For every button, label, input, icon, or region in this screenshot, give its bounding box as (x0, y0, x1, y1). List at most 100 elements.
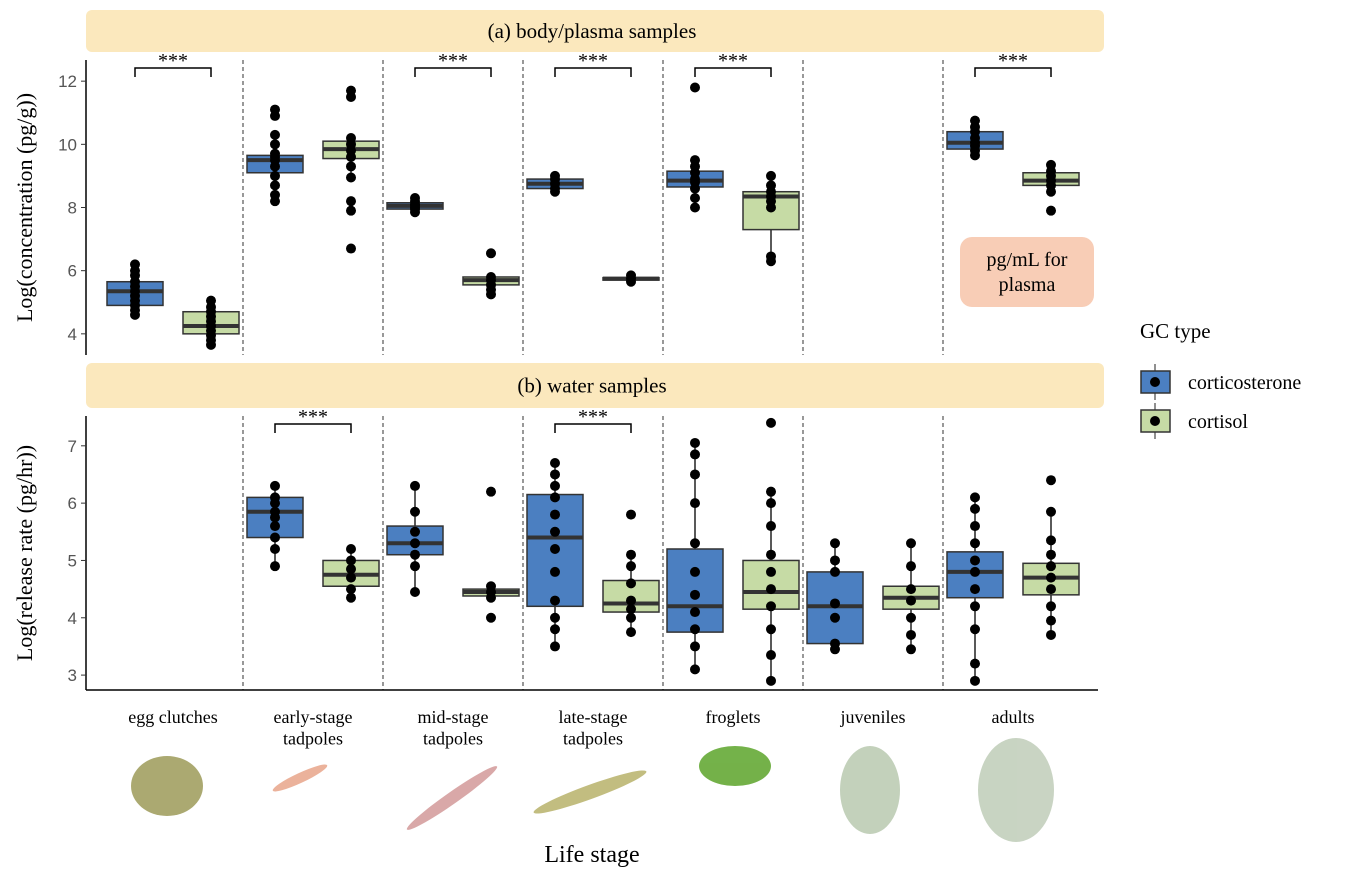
legend-point (1150, 416, 1160, 426)
point (970, 521, 980, 531)
point (550, 469, 560, 479)
y-tick-label: 6 (68, 494, 77, 513)
x-tick-label: froglets (706, 707, 761, 727)
point (1046, 535, 1056, 545)
significance-label: *** (298, 406, 328, 428)
point (346, 564, 356, 574)
point (410, 561, 420, 571)
point (690, 538, 700, 548)
point (970, 538, 980, 548)
point (550, 544, 560, 554)
chart: (a) body/plasma samples4681012Log(concen… (0, 0, 1352, 870)
point (270, 544, 280, 554)
egg-clutch-illustration (131, 756, 203, 816)
point (206, 296, 216, 306)
adult-illustration (978, 738, 1054, 842)
significance-label: *** (998, 50, 1028, 72)
point (346, 196, 356, 206)
point (550, 527, 560, 537)
point (130, 259, 140, 269)
point (410, 587, 420, 597)
y-tick-label: 7 (68, 437, 77, 456)
point (830, 538, 840, 548)
panel-title: (b) water samples (517, 374, 666, 398)
point (346, 161, 356, 171)
point (970, 584, 980, 594)
point (766, 251, 776, 261)
point (270, 492, 280, 502)
legend-title: GC type (1140, 319, 1211, 343)
point (970, 555, 980, 565)
point (766, 584, 776, 594)
significance-label: *** (438, 50, 468, 72)
juvenile-illustration (840, 746, 900, 834)
point (690, 193, 700, 203)
point (766, 624, 776, 634)
point (270, 521, 280, 531)
point (690, 641, 700, 651)
point (906, 613, 916, 623)
legend-label: cortisol (1188, 411, 1248, 433)
point (550, 492, 560, 502)
point (690, 449, 700, 459)
x-tick-label: early-stagetadpoles (274, 707, 353, 749)
point (906, 584, 916, 594)
point (766, 487, 776, 497)
point (690, 590, 700, 600)
point (906, 596, 916, 606)
point (690, 498, 700, 508)
significance-label: *** (578, 50, 608, 72)
panel-title: (a) body/plasma samples (488, 19, 697, 43)
point (346, 555, 356, 565)
point (410, 538, 420, 548)
x-tick-label: late-stagetadpoles (559, 707, 628, 749)
point (970, 567, 980, 577)
y-tick-label: 10 (58, 135, 77, 154)
point (626, 510, 636, 520)
point (1046, 475, 1056, 485)
significance-label: *** (718, 50, 748, 72)
point (1046, 206, 1056, 216)
point (550, 567, 560, 577)
point (486, 248, 496, 258)
point (270, 180, 280, 190)
point (346, 133, 356, 143)
point (1046, 630, 1056, 640)
point (690, 203, 700, 213)
point (690, 82, 700, 92)
point (410, 507, 420, 517)
point (346, 206, 356, 216)
tadpole-illustration (531, 765, 649, 819)
point (906, 644, 916, 654)
point (766, 171, 776, 181)
point (690, 567, 700, 577)
legend-point (1150, 377, 1160, 387)
point (766, 550, 776, 560)
point (270, 149, 280, 159)
point (626, 613, 636, 623)
y-tick-label: 4 (68, 609, 77, 628)
x-tick-label: juveniles (840, 707, 906, 727)
point (626, 561, 636, 571)
point (766, 498, 776, 508)
point (906, 561, 916, 571)
point (906, 538, 916, 548)
point (626, 627, 636, 637)
point (690, 607, 700, 617)
point (1046, 160, 1056, 170)
point (766, 601, 776, 611)
point (270, 561, 280, 571)
point (346, 544, 356, 554)
point (690, 664, 700, 674)
point (1046, 601, 1056, 611)
point (830, 639, 840, 649)
point (970, 116, 980, 126)
point (550, 641, 560, 651)
point (270, 481, 280, 491)
point (486, 272, 496, 282)
point (626, 550, 636, 560)
point (270, 171, 280, 181)
point (766, 676, 776, 686)
point (766, 521, 776, 531)
